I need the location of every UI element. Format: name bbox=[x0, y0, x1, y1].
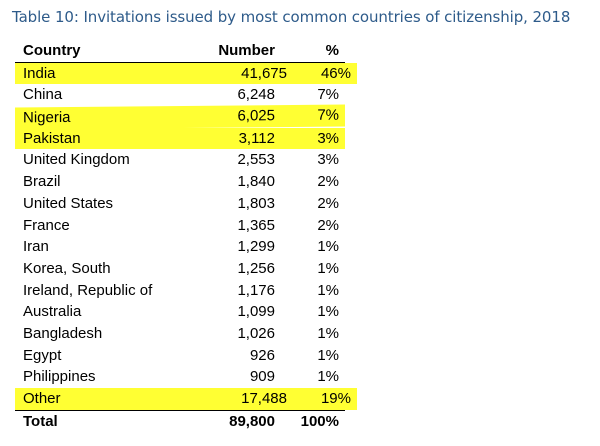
cell-percent: 2% bbox=[317, 173, 339, 191]
cell-country: Ireland, Republic of bbox=[23, 281, 153, 299]
table-row: Philippines 909 1% bbox=[15, 366, 345, 388]
table-row: Nigeria 6,025 7% bbox=[15, 104, 345, 130]
table-row: Australia 1,099 1% bbox=[15, 301, 345, 323]
table-row: Korea, South 1,256 1% bbox=[15, 258, 345, 280]
table-row: Pakistan 3,112 3% bbox=[15, 127, 345, 150]
cell-number: 909 bbox=[249, 368, 275, 386]
table-caption: Table 10: Invitations issued by most com… bbox=[12, 8, 571, 26]
total-number: 89,800 bbox=[229, 412, 275, 430]
header-number: Number bbox=[218, 42, 275, 59]
cell-percent: 3% bbox=[317, 151, 339, 169]
total-percent: 100% bbox=[300, 412, 339, 430]
cell-percent: 2% bbox=[317, 216, 339, 234]
cell-country: China bbox=[23, 86, 63, 104]
table-row: Brazil 1,840 2% bbox=[15, 171, 345, 193]
cell-country: Iran bbox=[23, 238, 49, 256]
cell-country: Australia bbox=[23, 303, 82, 321]
table-row: France 1,365 2% bbox=[15, 215, 345, 237]
cell-percent: 1% bbox=[317, 303, 339, 321]
cell-number: 1,176 bbox=[237, 281, 275, 299]
cell-percent: 2% bbox=[317, 194, 339, 212]
cell-country: Korea, South bbox=[23, 259, 111, 277]
cell-country: France bbox=[23, 216, 70, 234]
cell-country: Pakistan bbox=[23, 129, 81, 147]
table-row: China 6,248 7% bbox=[15, 84, 345, 106]
cell-percent: 1% bbox=[317, 368, 339, 386]
cell-country: India bbox=[23, 64, 56, 82]
table-row: Bangladesh 1,026 1% bbox=[15, 323, 345, 345]
cell-number: 2,553 bbox=[237, 151, 275, 169]
cell-percent: 7% bbox=[317, 106, 339, 124]
cell-percent: 1% bbox=[317, 324, 339, 342]
cell-percent: 19% bbox=[320, 390, 351, 407]
total-label: Total bbox=[23, 412, 58, 430]
cell-country: Other bbox=[23, 390, 61, 407]
citizenship-table: Country Number % India 41,675 46% China 6,24… bbox=[15, 40, 357, 433]
cell-country: Philippines bbox=[23, 368, 96, 386]
cell-country: United States bbox=[23, 194, 114, 212]
header-country: Country bbox=[23, 42, 81, 59]
table-row: Iran 1,299 1% bbox=[15, 236, 345, 258]
header-percent: % bbox=[325, 42, 339, 59]
cell-country: Egypt bbox=[23, 346, 62, 364]
cell-number: 17,488 bbox=[241, 390, 287, 407]
cell-number: 1,840 bbox=[237, 173, 275, 191]
cell-number: 1,099 bbox=[237, 303, 275, 321]
table-total-row: Total 89,800 100% bbox=[15, 409, 345, 433]
cell-number: 1,365 bbox=[237, 216, 275, 234]
cell-percent: 1% bbox=[317, 346, 339, 364]
cell-number: 1,256 bbox=[237, 259, 275, 277]
cell-number: 1,299 bbox=[237, 238, 275, 256]
cell-number: 1,803 bbox=[237, 194, 275, 212]
table-row: India 41,675 46% bbox=[15, 62, 357, 85]
cell-number: 6,025 bbox=[237, 107, 275, 125]
cell-country: Brazil bbox=[23, 173, 61, 191]
cell-number: 41,675 bbox=[241, 64, 287, 82]
cell-number: 3,112 bbox=[238, 129, 275, 147]
cell-number: 926 bbox=[249, 346, 275, 364]
cell-percent: 46% bbox=[320, 64, 351, 82]
cell-percent: 1% bbox=[317, 238, 339, 256]
table-row: United Kingdom 2,553 3% bbox=[15, 149, 345, 171]
cell-percent: 1% bbox=[317, 281, 339, 299]
table-row: Ireland, Republic of 1,176 1% bbox=[15, 280, 345, 302]
table-row: Egypt 926 1% bbox=[15, 345, 345, 367]
table-header-row: Country Number % bbox=[15, 40, 345, 63]
cell-country: Bangladesh bbox=[23, 324, 103, 342]
cell-country: United Kingdom bbox=[23, 151, 130, 169]
cell-percent: 1% bbox=[317, 259, 339, 277]
cell-percent: 3% bbox=[317, 129, 339, 147]
table-body: India 41,675 46% China 6,248 7% Nigeria 6,025 7%… bbox=[15, 62, 357, 410]
table-row: United States 1,803 2% bbox=[15, 193, 345, 215]
table-row: Other 17,488 19% bbox=[15, 388, 357, 410]
cell-country: Nigeria bbox=[23, 109, 71, 127]
cell-number: 1,026 bbox=[237, 324, 275, 342]
cell-number: 6,248 bbox=[237, 86, 275, 104]
cell-percent: 7% bbox=[317, 86, 339, 104]
